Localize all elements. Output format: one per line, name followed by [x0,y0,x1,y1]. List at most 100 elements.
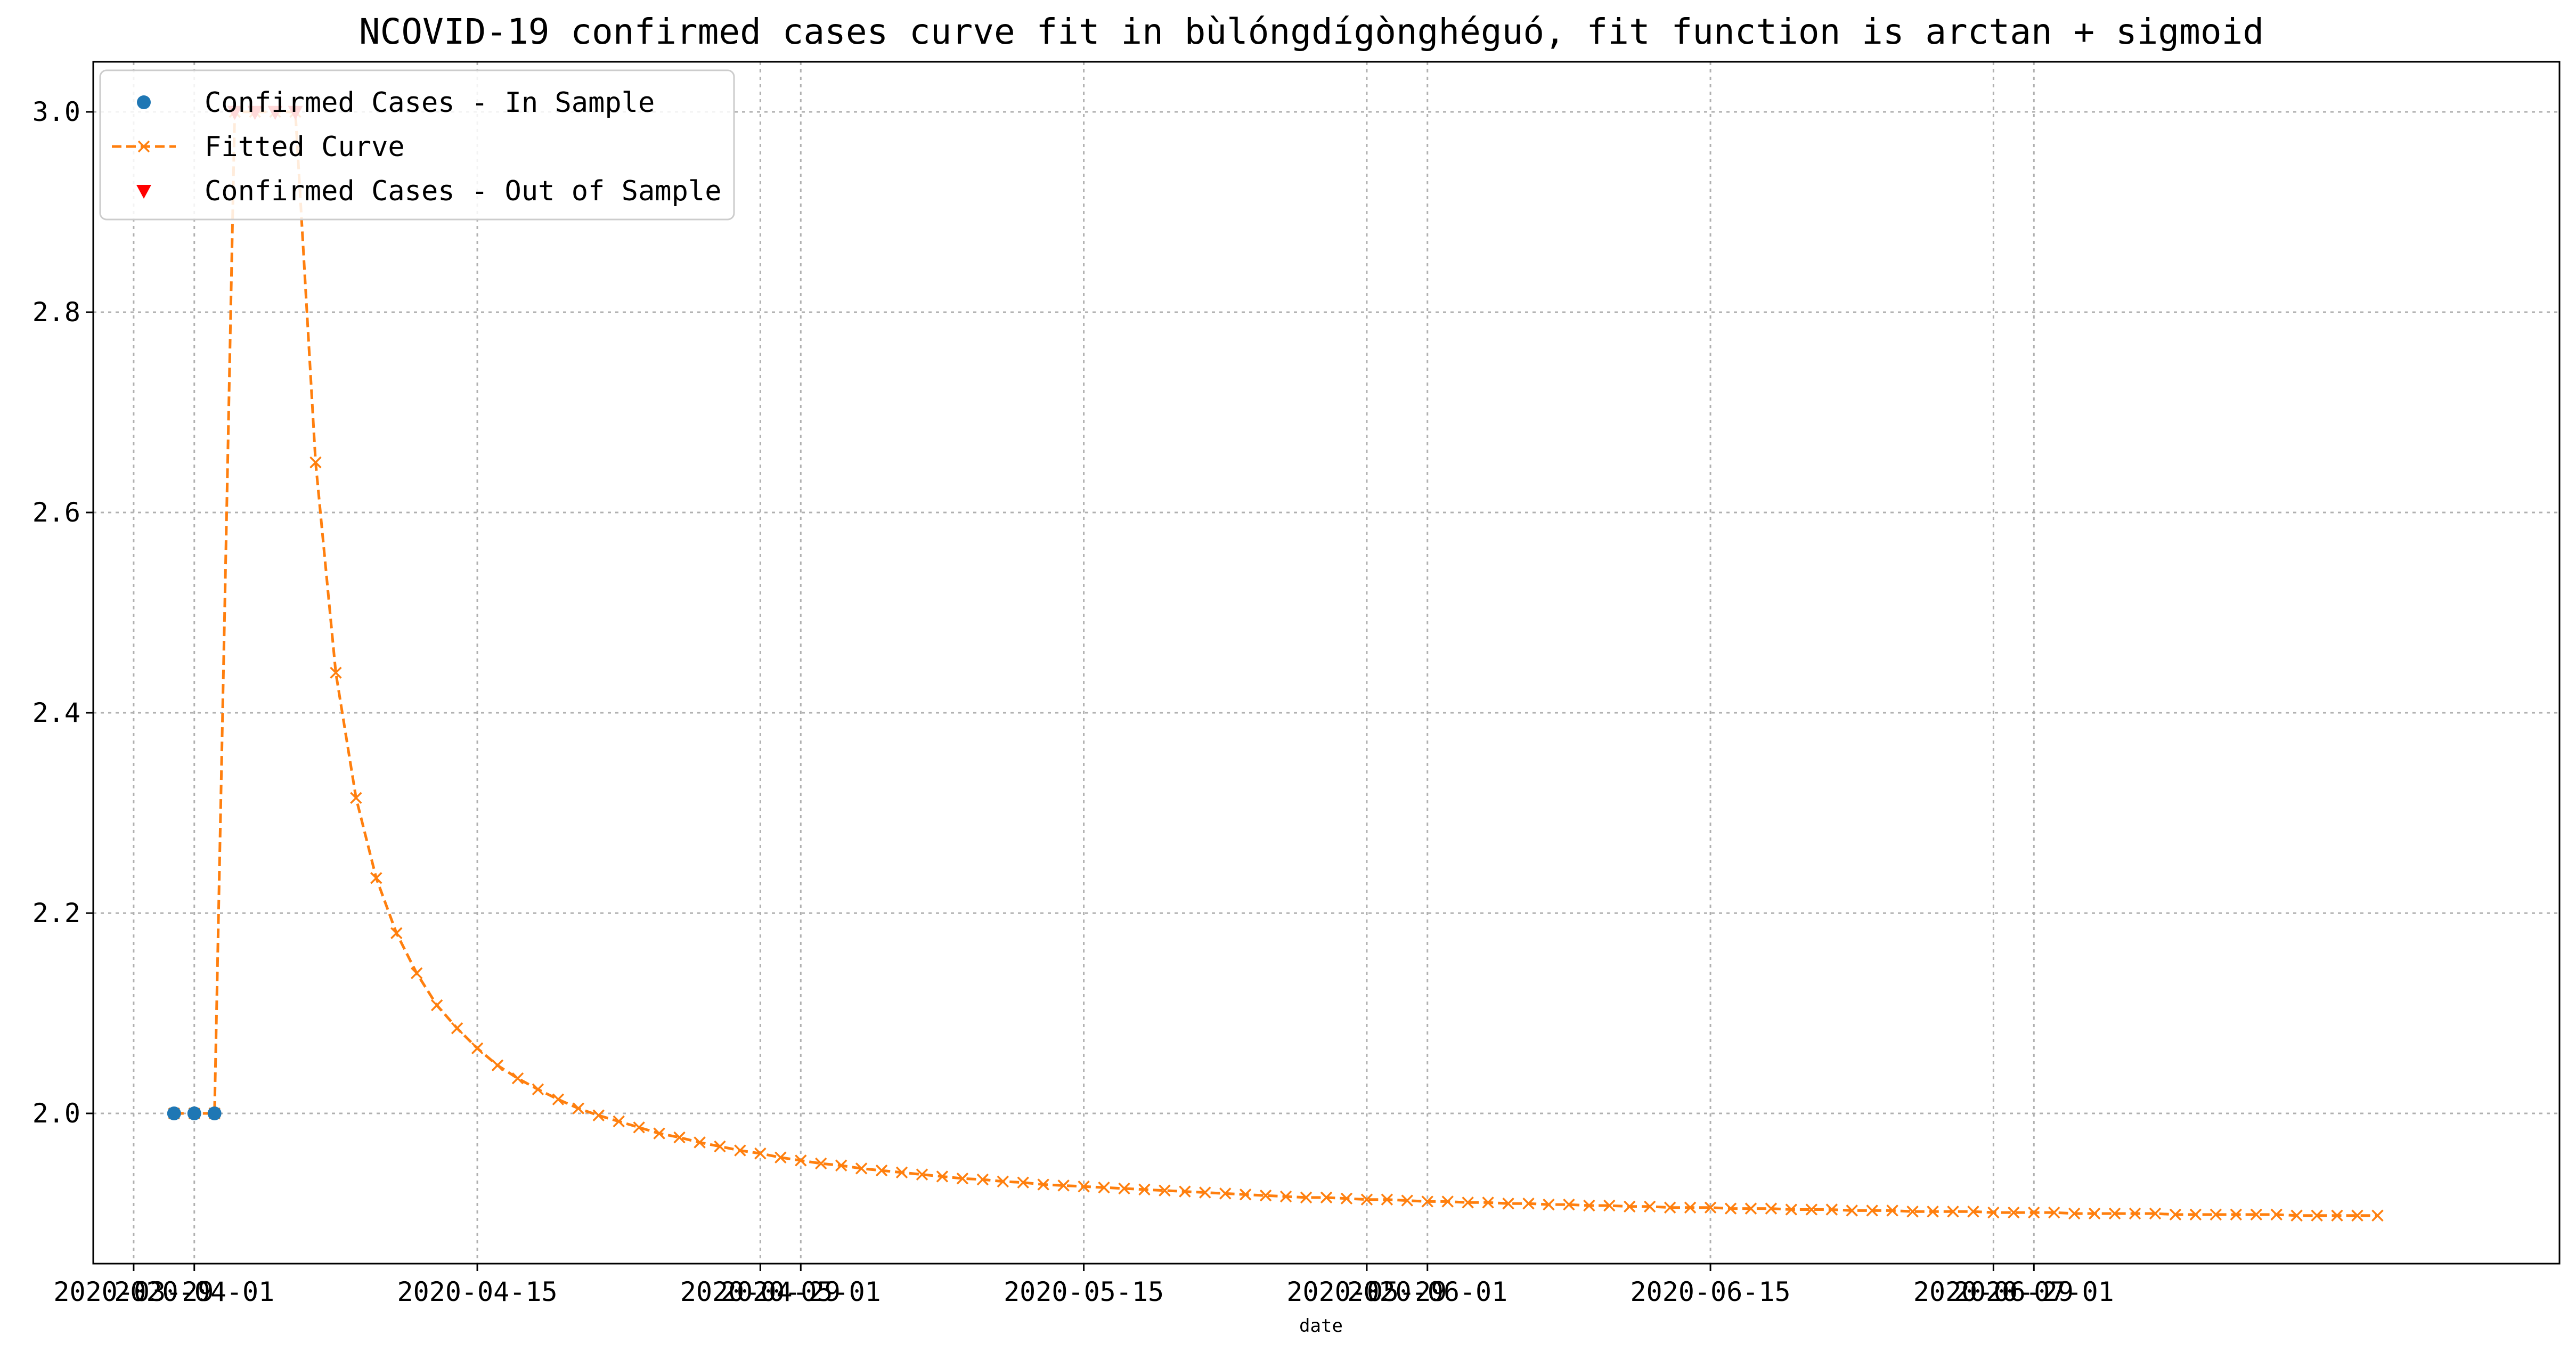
fitted-curve-point [1017,1176,1029,1189]
fitted-curve-point [410,967,423,980]
fitted-curve-point [1199,1186,1211,1199]
fitted-curve-point [572,1102,585,1114]
fitted-curve-point [1724,1202,1737,1215]
fitted-curve-point [775,1151,787,1163]
fitted-curve-point [2210,1208,2222,1221]
fitted-curve-point [1583,1199,1595,1212]
fitted-curve-point [1603,1199,1616,1212]
x-tick-label: 2020-04-01 [114,1276,274,1307]
fitted-curve-point [875,1164,888,1177]
x-tick-label: 2020-04-15 [397,1276,558,1307]
fitted-curve-point [814,1157,827,1170]
fitted-curve-point [2149,1207,2162,1220]
x-tick-label: 2020-04-29 [680,1276,841,1307]
fitted-curve-point [673,1131,686,1144]
fitted-curve-point [1906,1206,1919,1218]
legend-label: Fitted Curve [205,131,405,163]
fitted-curve-point [2088,1207,2101,1220]
fitted-curve-point [1785,1203,1798,1216]
fitted-curve-point [1320,1191,1333,1204]
fitted-curve-point [1744,1202,1757,1215]
fitted-curve-point [491,1059,504,1071]
legend-box [99,69,735,221]
x-tick-label: 2020-05-15 [1004,1276,1164,1307]
fitted-curve-point [653,1127,665,1140]
fitted-curve-point [1522,1197,1535,1210]
series-layer [167,105,2384,1222]
y-tick-label: 2.0 [32,1098,80,1129]
fitted-curve-point [2351,1209,2363,1222]
fitted-curve-point [1866,1204,1878,1217]
fitted-curve-point [855,1162,868,1175]
fitted-curve-point [2270,1208,2282,1221]
fitted-curve-point [1825,1203,1838,1216]
y-tick-label: 2.6 [32,497,80,528]
fitted-curve-point [795,1154,807,1167]
x-tick-label: 2020-06-01 [1347,1276,1507,1307]
fitted-curve-point [956,1172,969,1185]
fitted-curve-point [694,1136,706,1149]
fitted-curve-point [1441,1195,1454,1208]
fitted-curve-point [2189,1208,2202,1221]
chart-title: NCOVID-19 confirmed cases curve fit in b… [359,11,2264,52]
fitted-curve-point [1037,1178,1049,1191]
fitted-curve-point [1664,1201,1676,1214]
fitted-curve-point [1078,1181,1090,1193]
fitted-curve-point [1987,1206,2000,1219]
fitted-curve-point [2129,1207,2141,1220]
fitted-curve-point [430,999,443,1012]
fitted-curve-point [2290,1209,2303,1222]
fitted-curve-point [1300,1191,1313,1204]
fitted-curve-point [1381,1193,1393,1206]
x-axis-label: date [1299,1315,1343,1337]
fitted-curve-point [1846,1204,1858,1217]
fitted-curve-point [734,1144,746,1157]
fitted-curve-point [754,1147,767,1160]
fitted-curve-point [1543,1198,1555,1211]
fitted-curve-point [2048,1206,2060,1219]
fitted-curve-point [1098,1181,1110,1194]
fitted-curve-point [1259,1189,1272,1202]
in-sample-point [207,1106,222,1120]
fitted-curve-point [1462,1197,1474,1209]
fitted-curve-point [2068,1207,2081,1220]
fitted-curve-point [1502,1197,1514,1210]
fitted-curve-point [390,927,403,939]
fitted-curve-line [174,110,2378,1217]
fitted-curve-point [1947,1206,1959,1218]
y-tick-label: 2.2 [32,898,80,929]
fitted-curve-point [1279,1190,1292,1203]
fitted-curve-point [714,1140,726,1153]
fitted-curve-point [835,1159,847,1171]
x-tick-label: 2020-06-15 [1631,1276,1791,1307]
fitted-curve-point [613,1115,625,1128]
fitted-curve-point [1643,1200,1656,1213]
fitted-curve-point [916,1168,928,1181]
x-tick-label: 2020-06-29 [1913,1276,2074,1307]
fitted-curve-point [1886,1204,1898,1217]
fitted-curve-point [1138,1183,1151,1196]
fitted-curve-point [633,1121,645,1134]
fitted-curve-point [1927,1206,1939,1218]
fitted-curve-point [1684,1201,1697,1214]
fitted-curve-point [2008,1206,2020,1219]
y-tick-label: 3.0 [32,96,80,127]
fitted-curve-point [997,1175,1009,1188]
legend-marker-in-sample [137,95,151,109]
fitted-curve-point [1624,1200,1636,1213]
fitted-curve-point [1239,1189,1252,1201]
fitted-curve-point [1340,1192,1353,1205]
fitted-curve-point [1219,1187,1232,1200]
fitted-curve-point [936,1170,949,1183]
fitted-curve-point [2311,1209,2323,1222]
fitted-curve-point [1179,1185,1191,1198]
fitted-curve-point [1401,1194,1414,1207]
x-tick-label: 2020-07-01 [1954,1276,2114,1307]
legend-marker-fitted [137,140,150,153]
fitted-curve-point [532,1083,544,1096]
legend[interactable]: Confirmed Cases - In Sample Fitted Curve C… [99,69,735,221]
fitted-curve-point [1421,1195,1433,1208]
fitted-curve-point [2108,1207,2121,1220]
y-tick-label: 2.4 [32,697,80,728]
